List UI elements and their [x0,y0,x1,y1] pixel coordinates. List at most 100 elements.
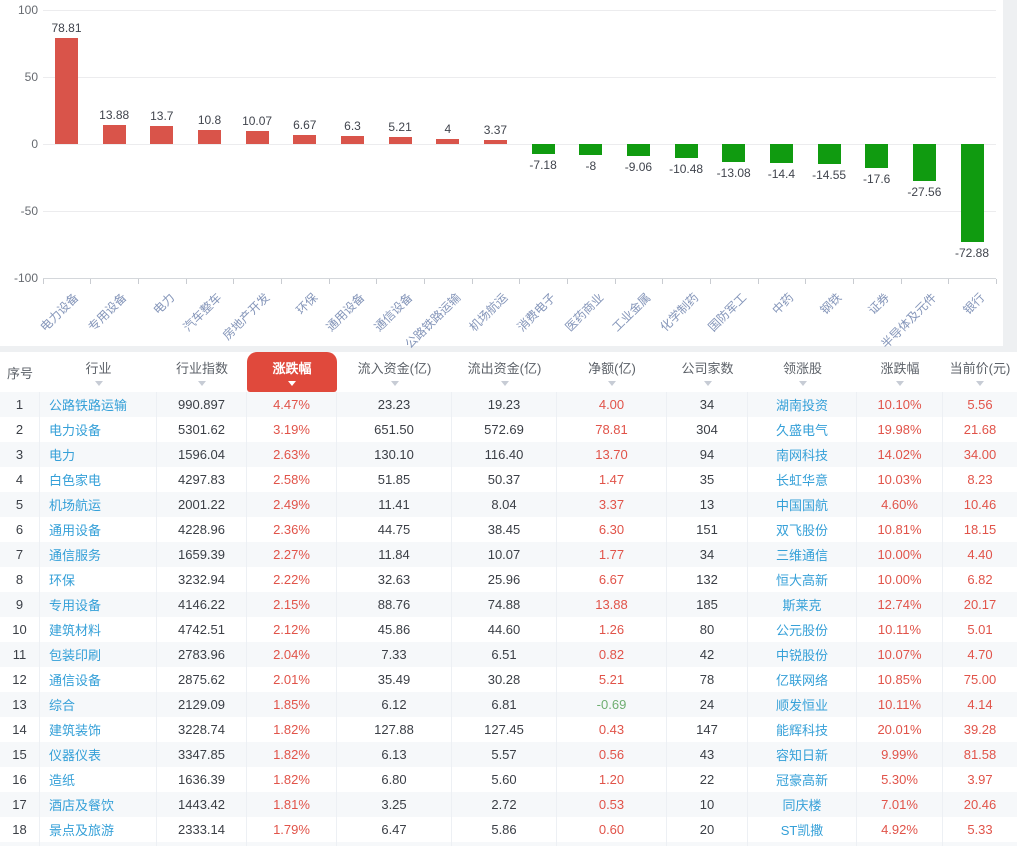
cell-industry[interactable]: 建筑材料 [40,617,157,642]
cell-leading-stock[interactable]: 中锐股份 [748,642,857,667]
cell-leading-stock[interactable]: 双飞股份 [748,517,857,542]
cell-industry[interactable]: 电力 [40,442,157,467]
cell-industry[interactable]: 综合 [40,692,157,717]
bar-value-label: 10.8 [197,112,222,127]
column-header-industry[interactable]: 行业 [40,352,157,392]
column-header-industry-index[interactable]: 行业指数 [157,352,247,392]
bar-工业金属[interactable] [626,144,650,157]
bar-消费电子[interactable] [531,144,555,154]
cell-leading-stock[interactable]: 顺发恒业 [748,692,857,717]
cell-leading-stock[interactable]: 久盛电气 [748,417,857,442]
cell-industry[interactable]: 通用设备 [40,517,157,542]
cell-outflow: 19.23 [452,392,557,417]
column-header-outflow[interactable]: 流出资金(亿) [452,352,557,392]
cell-leading-stock[interactable]: 斯莱克 [748,592,857,617]
cell-leading-stock[interactable]: 恒大高新 [748,567,857,592]
cell-industry-index: 4146.22 [157,592,247,617]
cell-industry[interactable]: 酒店及餐饮 [40,792,157,817]
cell-leading-stock[interactable]: 冠豪高新 [748,767,857,792]
bar-医药商业[interactable] [579,144,603,155]
cell-empty [40,842,157,846]
cell-leading-stock[interactable]: 同庆楼 [748,792,857,817]
cell-leading-stock[interactable]: 能辉科技 [748,717,857,742]
bar-房地产开发[interactable] [245,130,269,144]
cell-industry[interactable]: 机场航运 [40,492,157,517]
x-axis-tick [995,279,997,284]
column-header-index[interactable]: 序号 [0,352,40,392]
bar-电力[interactable] [150,125,174,144]
cell-industry-index: 2001.22 [157,492,247,517]
cell-industry[interactable]: 包装印刷 [40,642,157,667]
cell-leading-stock[interactable]: 长虹华意 [748,467,857,492]
cell-net: 4.00 [557,392,667,417]
cell-inflow: 11.84 [337,542,452,567]
cell-outflow: 8.04 [452,492,557,517]
bar-通用设备[interactable] [341,135,364,144]
cell-inflow: 130.10 [337,442,452,467]
cell-leading-stock[interactable]: ST凯撒 [748,817,857,842]
cell-current-price: 8.23 [967,472,993,487]
cell-leading-stock[interactable]: 亿联网络 [748,667,857,692]
cell-leading-stock[interactable]: 湖南投资 [748,392,857,417]
cell-industry[interactable]: 环保 [40,567,157,592]
cell-leading-stock[interactable]: 容知日新 [748,742,857,767]
cell-industry[interactable]: 专用设备 [40,592,157,617]
cell-empty [157,842,247,846]
bar-汽车整车[interactable] [198,129,221,144]
cell-industry[interactable]: 景点及旅游 [40,817,157,842]
cell-company-count: 35 [667,467,748,492]
cell-industry[interactable]: 造纸 [40,767,157,792]
bar-钢铁[interactable] [817,144,841,164]
bar-电力设备[interactable] [55,38,78,144]
bar-机场航运[interactable] [483,139,507,144]
bar-value-label: -14.4 [767,167,796,182]
column-header-change-pct[interactable]: 涨跌幅 [247,352,337,392]
cell-net: 6.30 [557,517,667,542]
cell-industry[interactable]: 通信服务 [40,542,157,567]
cell-industry[interactable]: 仪器仪表 [40,742,157,767]
bar-半导体及元件[interactable] [912,144,936,181]
bar-银行[interactable] [960,144,984,242]
bar-化学制药[interactable] [674,144,698,158]
bar-国防军工[interactable] [722,144,746,162]
bar-通信设备[interactable] [388,137,412,144]
column-header-inflow[interactable]: 流入资金(亿) [337,352,452,392]
cell-industry[interactable]: 电力设备 [40,417,157,442]
cell-company-count: 304 [667,417,748,442]
bar-证券[interactable] [865,144,889,168]
gridline--100 [43,278,996,279]
column-header-leading-stock[interactable]: 领涨股 [748,352,857,392]
cell-industry[interactable]: 建筑装饰 [40,717,157,742]
cell-change-pct: 2.15% [247,592,337,617]
gridline-100 [43,10,996,11]
cell-net: 1.20 [557,767,667,792]
cell-leading-stock[interactable]: 三维通信 [748,542,857,567]
x-axis-tick [757,279,759,284]
column-header-net[interactable]: 净额(亿) [557,352,667,392]
column-header-current-price[interactable]: 当前价(元) [943,352,1017,392]
cell-index: 10 [0,617,40,642]
bar-公路铁路运输[interactable] [436,138,460,144]
cell-leader-change-pct: 19.98% [857,417,943,442]
table-row: 5 机场航运 2001.22 2.49% 11.41 8.04 3.37 13 中国国航 4.60… [0,492,1017,517]
table-row: 8 环保 3232.94 2.22% 32.63 25.96 6.67 132 恒大高新 10.0… [0,567,1017,592]
bar-中药[interactable] [769,144,793,164]
cell-leading-stock[interactable]: 中国国航 [748,492,857,517]
cell-leading-stock[interactable]: 公元股份 [748,617,857,642]
column-header-company-count[interactable]: 公司家数 [667,352,748,392]
cell-index: 14 [0,717,40,742]
column-header-leader-change-pct[interactable]: 涨跌幅 [857,352,943,392]
cell-industry[interactable]: 公路铁路运输 [40,392,157,417]
bar-value-label: 3.37 [483,122,508,137]
cell-industry[interactable]: 白色家电 [40,467,157,492]
cell-change-pct: 2.12% [247,617,337,642]
cell-change-pct: 2.22% [247,567,337,592]
cell-industry[interactable]: 通信设备 [40,667,157,692]
cell-current-price: 5.01 [967,622,993,637]
bar-专用设备[interactable] [102,125,126,144]
cell-leading-stock[interactable]: 南网科技 [748,442,857,467]
bar-value-label: 10.07 [242,113,273,128]
table-row: 13 综合 2129.09 1.85% 6.12 6.81 -0.69 24 顺发恒业 10.11… [0,692,1017,717]
bar-环保[interactable] [293,135,317,144]
cell-industry-index: 990.897 [157,392,247,417]
